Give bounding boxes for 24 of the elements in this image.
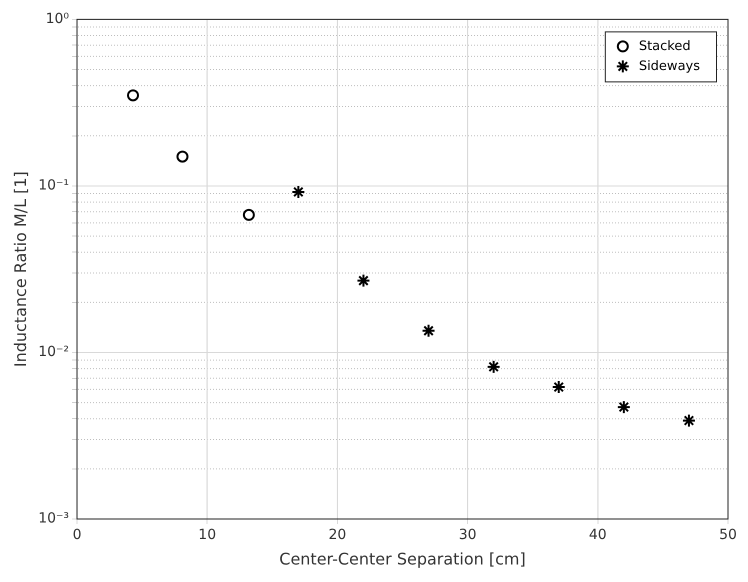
- x-tick-label: 0: [72, 527, 82, 544]
- point: [486, 360, 501, 374]
- x-tick-label: 40: [588, 527, 607, 544]
- point: [616, 400, 631, 414]
- point: [422, 324, 436, 338]
- x-tick-label: 50: [719, 527, 737, 544]
- point: [127, 89, 139, 102]
- point: [682, 414, 696, 428]
- legend-label: Sideways: [638, 58, 700, 74]
- point: [176, 150, 188, 163]
- y-tick-label: 10⁰: [46, 11, 70, 28]
- y-tick-label: 10⁻³: [38, 510, 70, 527]
- point: [242, 208, 255, 221]
- y-axis-title: Inductance Ratio M/L [1]: [10, 171, 30, 368]
- legend-label: Stacked: [638, 38, 691, 54]
- point: [291, 184, 306, 199]
- x-axis-title: Center-Center Separation [cm]: [279, 550, 526, 569]
- y-tick-label: 10⁻¹: [38, 178, 70, 194]
- y-tick-label: 10⁻²: [38, 344, 70, 360]
- point: [356, 274, 370, 288]
- x-tick-label: 10: [198, 527, 216, 544]
- point: [552, 380, 566, 394]
- x-tick-label: 20: [328, 527, 346, 544]
- x-tick-label: 30: [458, 527, 477, 544]
